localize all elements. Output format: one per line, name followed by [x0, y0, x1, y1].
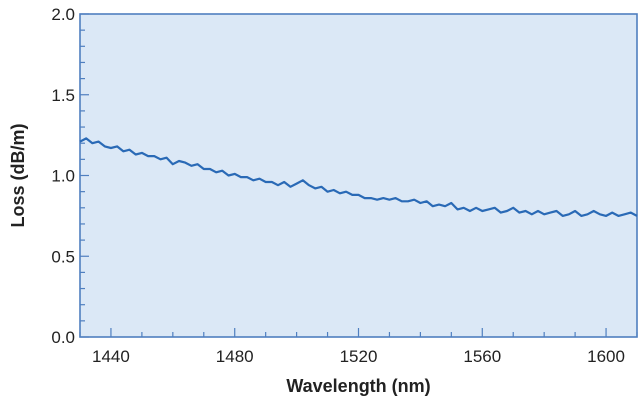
series-line-loss [79, 137, 638, 217]
y-axis-title: Loss (dB/m) [8, 123, 28, 227]
y-tick-label: 1.0 [51, 167, 75, 186]
y-tick-label: 1.5 [51, 86, 75, 105]
x-tick-label: 1600 [587, 347, 625, 366]
x-tick-label: 1520 [340, 347, 378, 366]
y-tick-label: 0.0 [51, 328, 75, 347]
x-tick-label: 1480 [216, 347, 254, 366]
y-tick-label: 2.0 [51, 5, 75, 24]
x-tick-labels: 1440 1480 1520 1560 1600 [92, 347, 625, 366]
axis-ticks [79, 13, 638, 338]
y-tick-label: 0.5 [51, 247, 75, 266]
x-tick-label: 1560 [463, 347, 501, 366]
y-tick-labels: 0.0 0.5 1.0 1.5 2.0 [51, 5, 75, 347]
x-axis-title: Wavelength (nm) [286, 376, 430, 396]
x-tick-label: 1440 [92, 347, 130, 366]
plot-area [79, 13, 638, 338]
